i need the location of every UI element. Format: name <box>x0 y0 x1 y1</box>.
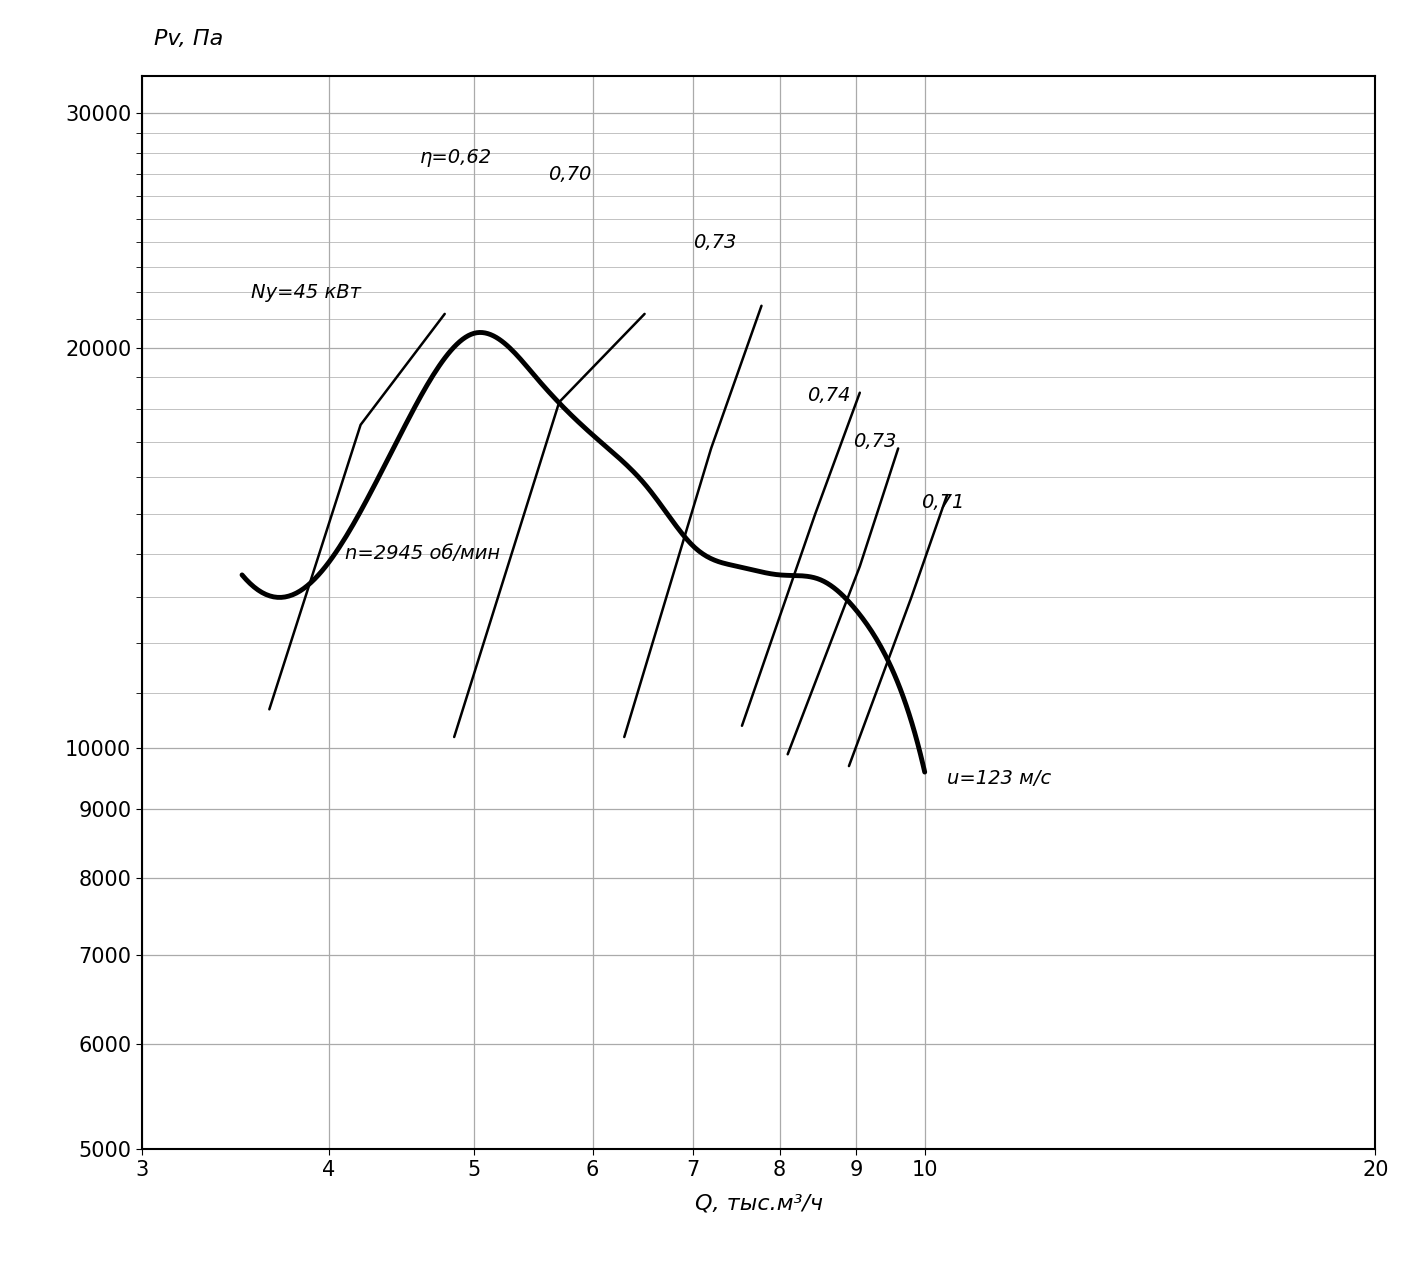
Text: 0,74: 0,74 <box>807 386 851 405</box>
Text: Pv, Па: Pv, Па <box>155 29 224 49</box>
Text: u=123 м/с: u=123 м/с <box>947 769 1051 788</box>
Text: 0,73: 0,73 <box>693 232 736 251</box>
Text: η=0,62: η=0,62 <box>420 148 492 167</box>
Text: n=2945 об/мин: n=2945 об/мин <box>345 544 501 563</box>
Text: 0,73: 0,73 <box>852 432 896 451</box>
Text: 0,71: 0,71 <box>922 493 964 512</box>
X-axis label: Q, тыс.м³/ч: Q, тыс.м³/ч <box>695 1194 822 1214</box>
Text: 0,70: 0,70 <box>547 164 591 183</box>
Text: Ny=45 кВт: Ny=45 кВт <box>251 283 362 302</box>
